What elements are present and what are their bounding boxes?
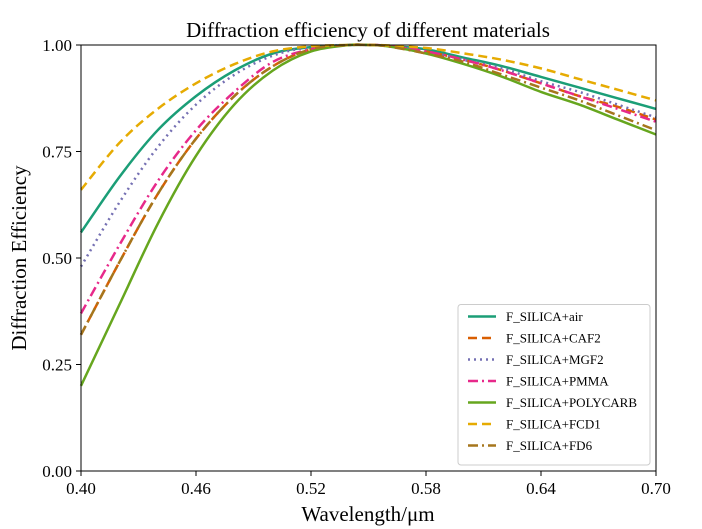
legend-label-3: F_SILICA+MGF2	[506, 352, 604, 367]
series-layer	[79, 43, 657, 387]
chart-title: Diffraction efficiency of different mate…	[186, 18, 550, 42]
y-tick-label: 0.00	[42, 462, 72, 481]
legend: F_SILICA+air F_SILICA+CAF2 F_SILICA+MGF2 F_…	[457, 304, 651, 466]
y-tick-label: 0.25	[42, 356, 72, 375]
y-tick-label: 0.50	[42, 249, 72, 268]
y-tick-label: 0.75	[42, 143, 72, 162]
legend-label-2: F_SILICA+CAF2	[506, 331, 601, 346]
x-tick-label: 0.46	[181, 479, 211, 498]
y-axis-label: Diffraction Efficiency	[7, 165, 31, 351]
series-line-4	[79, 43, 657, 315]
legend-label-5: F_SILICA+POLYCARB	[506, 395, 637, 410]
legend-label-4: F_SILICA+PMMA	[506, 374, 609, 389]
legend-label-1: F_SILICA+air	[506, 309, 583, 324]
series-line-3	[79, 43, 657, 268]
legend-label-7: F_SILICA+FD6	[506, 438, 593, 453]
ticks-layer: 0.40 0.46 0.52 0.58 0.64 0.70 0.00 0.25 0.50 0.75…	[42, 36, 671, 498]
x-tick-label: 0.58	[411, 479, 441, 498]
x-tick-label: 0.64	[526, 479, 556, 498]
x-tick-label: 0.52	[296, 479, 326, 498]
y-tick-label: 1.00	[42, 36, 72, 55]
series-line-7	[79, 43, 657, 336]
x-axis-label: Wavelength/μm	[301, 502, 434, 526]
x-tick-label: 0.40	[66, 479, 96, 498]
legend-label-6: F_SILICA+FCD1	[506, 417, 601, 432]
x-tick-label: 0.70	[641, 479, 671, 498]
legend-box	[457, 304, 651, 466]
